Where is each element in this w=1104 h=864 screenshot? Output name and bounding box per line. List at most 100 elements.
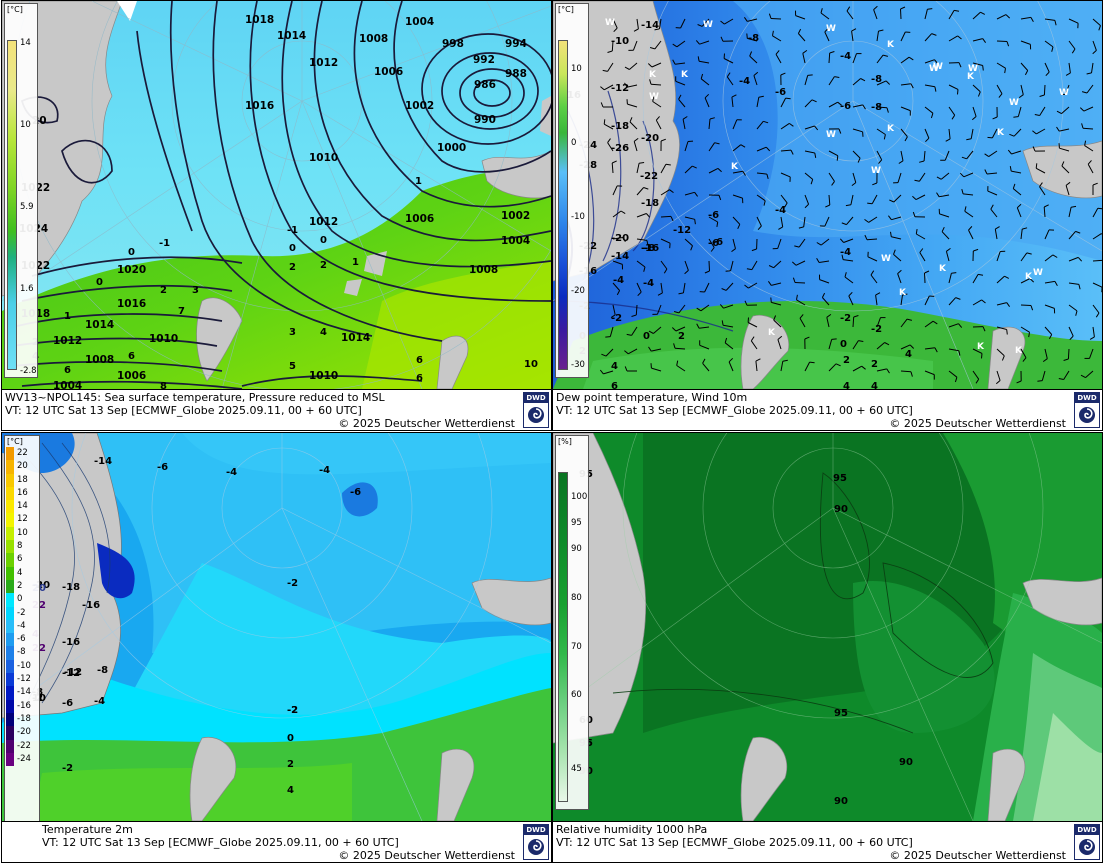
wind-barb	[824, 216, 830, 227]
wind-barb-flag	[898, 160, 904, 164]
wind-barb-flag	[1028, 332, 1030, 338]
wind-barb	[723, 324, 734, 328]
wind-barb	[972, 11, 981, 20]
t2m-label: -2	[287, 705, 298, 716]
wind-barb-flag	[603, 119, 606, 125]
sst-colorbar	[7, 40, 17, 370]
wind-barb-flag	[1081, 123, 1084, 129]
wind-barb-flag	[811, 99, 817, 103]
wind-barb	[656, 304, 662, 315]
wind-barb	[1020, 326, 1030, 333]
t2m-label: -2	[62, 763, 73, 774]
legend-row: 14	[5, 500, 39, 514]
wind-marker: W	[1033, 268, 1043, 278]
wind-barb	[843, 238, 854, 243]
wind-barb	[893, 194, 902, 203]
t2m-label: -4	[94, 696, 105, 707]
wind-barb-flag	[755, 358, 761, 362]
wind-barb-flag	[1056, 126, 1060, 132]
map-title: WV13~NPOL145: Sea surface temperature, P…	[5, 391, 385, 404]
wind-barb	[702, 362, 710, 372]
wind-barb-flag	[816, 242, 822, 246]
t2m-label: -16	[62, 637, 80, 648]
wind-barb	[684, 141, 689, 152]
wind-barb-flag	[672, 43, 678, 48]
isobar-label: 1002	[501, 210, 530, 222]
t2m-label: -14	[94, 456, 112, 467]
legend-label: 14	[17, 501, 28, 512]
legend-unit: [°C]	[7, 437, 23, 446]
wind-barb	[966, 150, 974, 160]
dwd-logo: DWD	[523, 824, 549, 860]
dewpoint-label: -12	[611, 83, 629, 94]
isobar-label: 1008	[85, 354, 114, 366]
wind-barb	[603, 84, 614, 91]
rh-map: 95 95 90 95 90 60 95 90 90	[553, 433, 1102, 821]
temp-label: 6	[416, 373, 423, 384]
legend-label: -8	[17, 647, 26, 658]
wind-barb-flag	[1006, 41, 1010, 47]
wind-marker: W	[968, 64, 978, 74]
wind-barb-flag	[654, 28, 660, 31]
wind-barb-flag	[772, 30, 774, 36]
dewpoint-label: -22	[640, 171, 658, 182]
wind-barb	[652, 101, 662, 108]
legend-swatch	[6, 699, 14, 713]
legend-row: -4	[5, 619, 39, 634]
wind-barb-flag	[982, 326, 986, 332]
wind-barb	[900, 295, 903, 306]
legend-unit: [%]	[558, 437, 572, 446]
wind-barb	[1085, 370, 1094, 378]
wind-barb	[636, 238, 647, 241]
wind-barb	[916, 233, 926, 240]
wind-barb-flag	[1084, 140, 1087, 146]
wind-barb-flag	[1009, 166, 1012, 172]
wind-barb-flag	[910, 83, 914, 89]
wind-barb	[996, 14, 1007, 20]
wind-barb-flag	[1077, 257, 1083, 262]
wind-barb	[1092, 18, 1101, 26]
wind-barb-flag	[763, 120, 769, 124]
wind-barb	[900, 150, 904, 161]
legend-swatch	[6, 500, 14, 514]
wind-barb-flag	[600, 102, 604, 108]
wind-barb	[775, 54, 782, 64]
wind-barb	[804, 172, 814, 180]
legend-row: -18	[5, 712, 39, 727]
wind-barb	[828, 363, 837, 372]
legend-swatch	[6, 579, 14, 594]
wind-barb-flag	[717, 168, 722, 173]
wind-barb-flag	[836, 155, 839, 161]
dewpoint-label: -16	[641, 243, 659, 254]
wind-barb-flag	[886, 107, 889, 113]
wind-barb-flag	[766, 173, 769, 180]
wind-barb	[803, 216, 806, 227]
wind-barb	[996, 40, 1008, 42]
wind-barb	[780, 97, 787, 108]
dewpoint-label: 4	[871, 381, 878, 389]
wind-barb	[1043, 84, 1046, 96]
wind-barb	[732, 194, 743, 199]
legend-label: -18	[17, 713, 31, 724]
wind-barb	[1061, 106, 1070, 114]
wind-barb	[948, 297, 957, 306]
wind-barb	[1067, 348, 1070, 360]
legend-row: -16	[5, 699, 39, 713]
isobar-label: 1008	[359, 33, 388, 45]
wind-barb	[828, 150, 839, 157]
wind-barb	[1087, 163, 1094, 174]
legend-swatch	[6, 673, 14, 687]
wind-barb	[756, 194, 766, 202]
wind-barb-flag	[778, 226, 783, 230]
wind-barb-flag	[720, 20, 725, 25]
wind-barb	[918, 172, 926, 182]
wind-barb-flag	[820, 8, 823, 14]
wind-barb-flag	[796, 294, 798, 300]
wind-barb	[897, 273, 902, 284]
wind-barb	[1036, 128, 1046, 135]
wind-barb-flag	[804, 336, 810, 340]
wind-barb	[676, 40, 686, 48]
wind-barb	[876, 80, 887, 86]
wind-barb	[919, 252, 926, 262]
wind-barb	[948, 128, 951, 139]
